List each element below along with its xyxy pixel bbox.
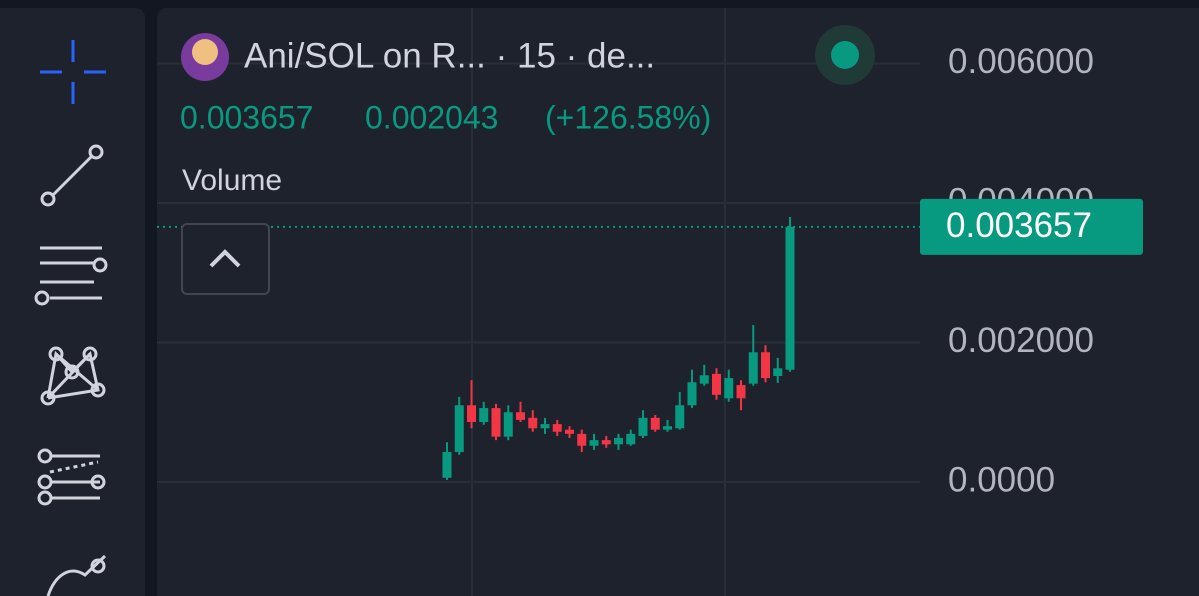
candle-body: [773, 368, 783, 376]
avatar-face: [192, 39, 218, 65]
status-dot: [831, 41, 859, 69]
candle-body: [454, 405, 464, 453]
candle-body: [528, 417, 538, 429]
collapse-button[interactable]: [181, 223, 270, 295]
last-price-badge: [920, 198, 1143, 255]
chart-panel: [157, 8, 1199, 596]
candle-body: [785, 226, 795, 370]
candle-body: [724, 378, 734, 399]
ohlc-price: 0.003657: [180, 99, 313, 135]
candle-body: [761, 352, 770, 379]
candle-body: [467, 405, 476, 423]
candles: [157, 216, 920, 480]
candle-body: [503, 412, 513, 437]
y-tick-label: 0.002000: [948, 321, 1094, 360]
candle-body: [552, 424, 562, 432]
candle-body: [650, 417, 660, 430]
chevron-up: [209, 249, 241, 268]
candle-body: [565, 429, 574, 434]
candle-body: [736, 385, 746, 399]
candle-body: [663, 426, 672, 430]
indicator-label: Volume: [182, 164, 282, 197]
change: 0.002043: [365, 99, 498, 135]
symbol-title: Ani/SOL on R... · 15 · de...: [244, 36, 655, 75]
candle-body: [589, 440, 599, 446]
candle-body: [748, 352, 758, 384]
grid: [157, 62, 920, 483]
candle-body: [638, 417, 648, 436]
candle-body: [577, 433, 587, 446]
candle-body: [491, 408, 501, 437]
candle-body: [601, 440, 611, 445]
change-percent: (+126.58%): [545, 99, 711, 135]
crosshair-tool[interactable]: [40, 40, 106, 104]
drawing-tools[interactable]: [34, 144, 108, 596]
candle-body: [540, 424, 550, 429]
candle-body: [699, 375, 709, 384]
candle-body: [442, 452, 452, 478]
candle-body: [675, 405, 685, 429]
candle-body: [479, 408, 489, 423]
candle-body: [516, 412, 525, 420]
candle-body: [687, 382, 697, 406]
candle-body: [614, 438, 623, 445]
toolbar: [0, 8, 145, 596]
y-tick-label: 0.0000: [948, 460, 1055, 499]
candle-body: [626, 433, 636, 445]
last-price-label: 0.003657: [946, 206, 1092, 245]
candle-body: [712, 373, 721, 395]
y-tick-label: 0.006000: [948, 42, 1094, 81]
